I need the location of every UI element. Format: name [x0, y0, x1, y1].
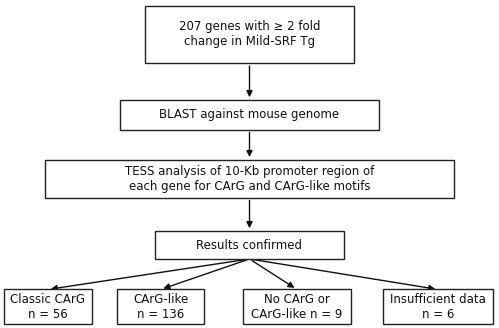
FancyBboxPatch shape	[45, 160, 454, 197]
Text: Classic CArG
n = 56: Classic CArG n = 56	[10, 293, 85, 321]
Text: TESS analysis of 10-Kb promoter region of
each gene for CArG and CArG-like motif: TESS analysis of 10-Kb promoter region o…	[125, 165, 374, 193]
FancyBboxPatch shape	[155, 231, 344, 259]
Text: 207 genes with ≥ 2 fold
change in Mild-SRF Tg: 207 genes with ≥ 2 fold change in Mild-S…	[179, 20, 320, 49]
FancyBboxPatch shape	[145, 6, 354, 63]
Text: CArG-like
n = 136: CArG-like n = 136	[133, 293, 188, 321]
FancyBboxPatch shape	[117, 289, 205, 324]
Text: BLAST against mouse genome: BLAST against mouse genome	[160, 108, 339, 121]
Text: Insufficient data
n = 6: Insufficient data n = 6	[390, 293, 486, 321]
FancyBboxPatch shape	[4, 289, 92, 324]
FancyBboxPatch shape	[120, 100, 379, 130]
FancyBboxPatch shape	[243, 289, 350, 324]
FancyBboxPatch shape	[383, 289, 493, 324]
Text: Results confirmed: Results confirmed	[197, 238, 302, 252]
Text: No CArG or
CArG-like n = 9: No CArG or CArG-like n = 9	[251, 293, 343, 321]
